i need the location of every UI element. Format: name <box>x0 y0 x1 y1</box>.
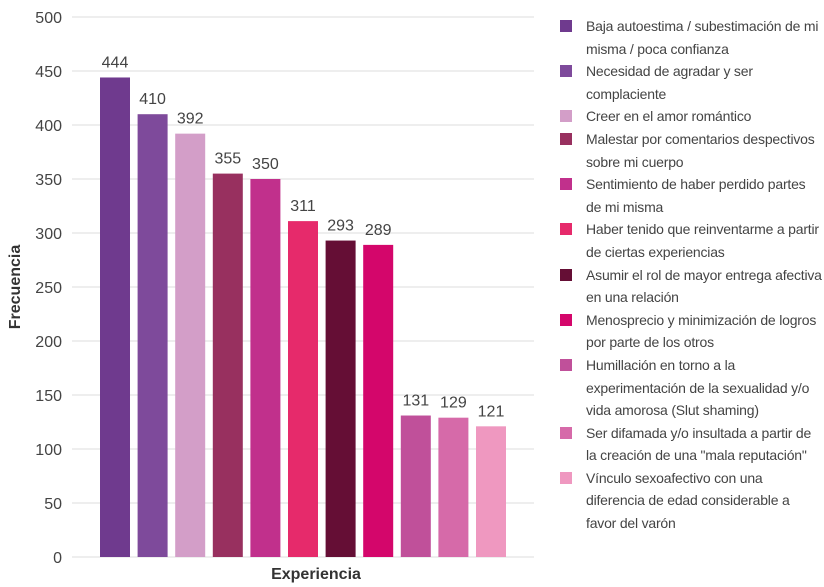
bar <box>137 114 168 557</box>
legend-swatch <box>560 268 572 281</box>
value-label: 289 <box>365 222 392 239</box>
bar <box>400 415 431 557</box>
legend-swatch <box>560 132 572 145</box>
value-label: 355 <box>214 151 241 168</box>
legend-item: Vínculo sexoafectivo con una diferencia … <box>560 467 822 535</box>
chart: Experiencia Frecuencia 0 50 100 150 200 250 30… <box>7 10 534 583</box>
legend-item: Sentimiento de haber perdido partes de m… <box>560 173 822 218</box>
bar <box>100 77 130 557</box>
value-label: 392 <box>177 111 204 128</box>
y-tick-label: 400 <box>35 118 62 135</box>
y-tick-label: 200 <box>35 334 62 351</box>
legend-swatch <box>560 65 572 78</box>
legend-swatch <box>560 20 572 32</box>
bar <box>325 240 356 557</box>
legend-swatch <box>560 110 572 123</box>
legend-label: Asumir el rol de mayor entrega afectiva … <box>586 266 822 306</box>
x-axis-label: Experiencia <box>271 566 361 583</box>
y-tick-label: 250 <box>35 280 62 297</box>
y-tick-label: 450 <box>35 64 62 81</box>
legend-label: Menosprecio y minimización de logros por… <box>586 311 817 351</box>
legend-label: Ser difamada y/o insultada a partir de l… <box>586 424 812 464</box>
value-label: 350 <box>252 156 279 173</box>
value-label: 410 <box>139 91 166 108</box>
legend-item: Humillación en torno a la experimentació… <box>560 354 822 422</box>
y-tick-label: 100 <box>35 442 62 459</box>
y-tick-label: 300 <box>35 226 62 243</box>
bar <box>476 426 506 557</box>
legend-item: Baja autoestima / subestimación de mi mi… <box>560 15 822 60</box>
legend-swatch <box>560 223 572 236</box>
legend-label: Haber tenido que reinventarme a partir d… <box>586 221 819 260</box>
bar <box>288 221 318 557</box>
bar <box>212 173 243 557</box>
bar <box>175 133 206 557</box>
legend-swatch <box>560 471 572 484</box>
legend-item: Haber tenido que reinventarme a partir d… <box>560 218 822 263</box>
legend-swatch <box>560 426 572 439</box>
y-axis-label: Frecuencia <box>7 245 24 330</box>
y-tick-label: 500 <box>35 10 62 27</box>
value-label: 121 <box>478 403 505 420</box>
legend-label: Malestar por comentarios despectivos sob… <box>586 130 815 170</box>
legend-label: Creer en el amor romántico <box>586 108 752 125</box>
legend-item: Creer en el amor romántico <box>560 105 822 128</box>
y-tick-label: 150 <box>35 388 62 405</box>
legend-label: Humillación en torno a la experimentació… <box>586 356 810 419</box>
bar <box>438 417 469 557</box>
legend-item: Malestar por comentarios despectivos sob… <box>560 128 822 173</box>
legend-item: Ser difamada y/o insultada a partir de l… <box>560 422 822 467</box>
y-tick-label: 350 <box>35 172 62 189</box>
value-label: 131 <box>402 393 429 410</box>
legend-label: Necesidad de agradar y ser complaciente <box>586 63 753 102</box>
value-label: 444 <box>102 54 129 71</box>
value-label: 129 <box>440 395 467 412</box>
legend-swatch <box>560 313 572 326</box>
value-label: 293 <box>327 218 354 235</box>
y-tick-label: 50 <box>44 496 62 513</box>
legend-label: Vínculo sexoafectivo con una diferencia … <box>586 469 790 532</box>
legend-label: Baja autoestima / subestimación de mi mi… <box>586 18 819 57</box>
legend-swatch <box>560 178 572 191</box>
bar <box>250 179 281 557</box>
legend-item: Asumir el rol de mayor entrega afectiva … <box>560 264 822 309</box>
legend-swatch <box>560 358 572 371</box>
legend: Baja autoestima / subestimación de mi mi… <box>560 15 822 535</box>
bar <box>363 244 394 557</box>
value-label: 311 <box>290 198 316 215</box>
y-tick-label: 0 <box>53 550 62 567</box>
legend-item: Menosprecio y minimización de logros por… <box>560 309 822 354</box>
legend-item: Necesidad de agradar y ser complaciente <box>560 60 822 105</box>
legend-label: Sentimiento de haber perdido partes de m… <box>586 176 806 215</box>
